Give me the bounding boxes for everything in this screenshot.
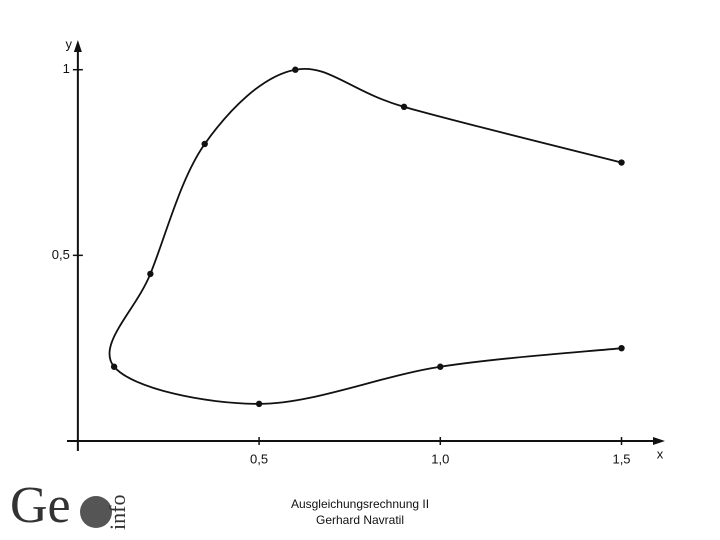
x-axis-label: x — [657, 446, 664, 461]
footer-line: Gerhard Navratil — [316, 513, 404, 527]
data-point — [618, 344, 625, 352]
data-point — [618, 159, 625, 166]
y-tick-label: 1 — [63, 61, 70, 76]
curve — [108, 67, 622, 405]
data-point — [437, 363, 444, 370]
data-point — [255, 400, 263, 408]
x-arrow — [653, 437, 665, 445]
footer-line: Ausgleichungsrechnung II — [291, 497, 429, 511]
data-point — [201, 140, 208, 148]
y-arrow — [73, 40, 82, 52]
logo-globe — [80, 496, 112, 528]
x-tick-label: 1,5 — [612, 451, 630, 466]
data-point — [400, 103, 408, 111]
x-tick-label: 1,0 — [431, 451, 449, 466]
data-point — [110, 363, 118, 370]
y-tick-label: 0,5 — [52, 247, 70, 262]
data-point — [147, 270, 154, 278]
logo-side: info — [105, 495, 130, 530]
x-tick-label: 0,5 — [250, 451, 268, 466]
logo-text: Ge — [10, 477, 71, 534]
data-point — [292, 66, 299, 73]
logo: Ge info — [10, 477, 130, 534]
y-axis-label: y — [66, 36, 73, 51]
